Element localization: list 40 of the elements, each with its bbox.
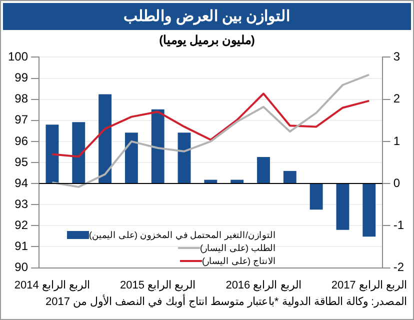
- y-tick-label: 100: [8, 50, 28, 64]
- y2-tick-label: 1: [393, 134, 400, 148]
- bar: [124, 132, 138, 184]
- x-tick-label: الربع الرابع 2015: [120, 279, 196, 292]
- y-tick-label: 95: [14, 154, 28, 169]
- y2-tick-label: -2: [393, 260, 404, 274]
- bar: [257, 157, 270, 184]
- x-tick-label: الربع الرابع 2017: [331, 279, 407, 292]
- bar: [362, 184, 376, 237]
- bar: [310, 184, 323, 210]
- y-tick-label: 98: [14, 92, 28, 106]
- bar: [151, 109, 164, 184]
- bar: [72, 122, 86, 184]
- chart-subtitle: (مليون برميل يوميا): [158, 32, 256, 48]
- legend-label: الطلب (على اليسار): [200, 242, 276, 252]
- y-tick-label: 96: [14, 134, 28, 148]
- bar: [178, 132, 191, 184]
- y-tick-label: 97: [14, 112, 28, 127]
- chart-title: التوازن بين العرض والطلب: [3, 3, 411, 30]
- text: المصدر: وكالة الطاقة الدولية *باعتبار متوسط انتاج أوبك في النصف الأول من 2017: [44, 295, 407, 308]
- y-tick-label: 94: [14, 176, 28, 190]
- y2-tick-label: 0: [393, 176, 400, 190]
- bar: [98, 94, 112, 184]
- legend-label: التوازن/التغير المحتمل في المخزون (على اليمين): [89, 230, 276, 240]
- y2-tick-label: 2: [393, 92, 400, 106]
- y-tick-label: 93: [14, 196, 28, 211]
- y2-tick-label: -1: [393, 218, 404, 232]
- y-tick-label: 91: [14, 239, 28, 254]
- legend-label: الانتاج (على اليسار): [202, 256, 276, 266]
- bar: [230, 180, 244, 184]
- y-tick-label: 92: [14, 218, 28, 232]
- y-tick-label: 99: [14, 70, 28, 85]
- y-tick-label: 90: [14, 260, 28, 274]
- x-tick-label: الربع الرابع 2016: [226, 279, 302, 292]
- y2-tick-label: 3: [393, 50, 400, 64]
- bar: [336, 184, 350, 230]
- bar: [204, 180, 218, 184]
- bar: [283, 170, 296, 184]
- bar: [46, 124, 59, 184]
- x-tick-label: الربع الرابع 2014: [14, 279, 90, 292]
